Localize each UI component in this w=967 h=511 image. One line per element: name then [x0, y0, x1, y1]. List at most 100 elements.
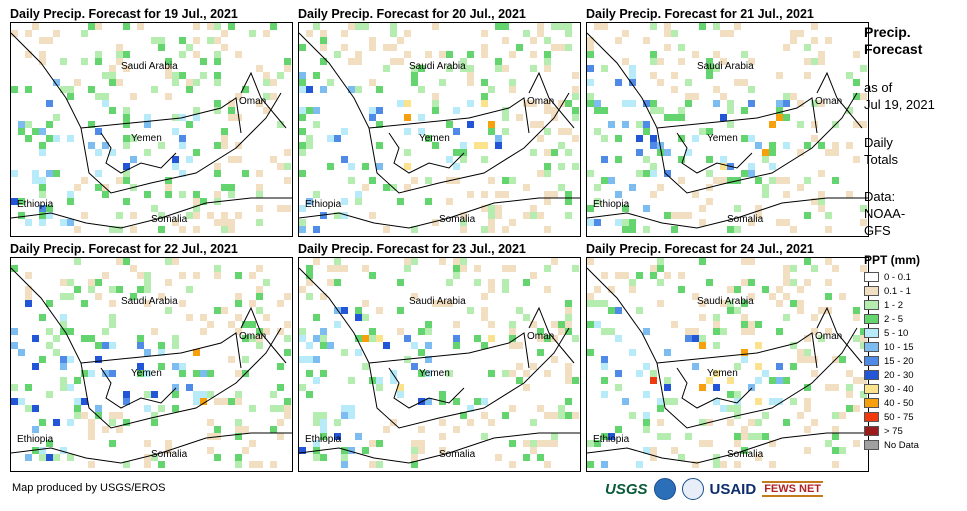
precip-cell	[853, 307, 860, 314]
precip-cell	[341, 349, 348, 356]
precip-cell	[657, 398, 664, 405]
precip-cell	[313, 72, 320, 79]
precip-cell	[376, 440, 383, 447]
precip-cell	[179, 272, 186, 279]
precip-cell	[123, 177, 130, 184]
precip-cell	[172, 363, 179, 370]
legend-item: 40 - 50	[864, 396, 920, 410]
precip-cell	[544, 412, 551, 419]
precip-cell	[249, 30, 256, 37]
precip-cell	[327, 163, 334, 170]
precip-cell	[685, 328, 692, 335]
precip-cell	[685, 212, 692, 219]
precip-cell	[530, 212, 537, 219]
precip-cell	[537, 30, 544, 37]
precip-cell	[214, 307, 221, 314]
precip-cell	[530, 121, 537, 128]
precip-cell	[165, 72, 172, 79]
map-canvas	[299, 258, 580, 468]
precip-cell	[629, 349, 636, 356]
precip-cell	[270, 79, 277, 86]
precip-cell	[748, 170, 755, 177]
precip-cell	[95, 93, 102, 100]
precip-cell	[158, 226, 165, 233]
precip-cell	[853, 93, 860, 100]
precip-cell	[629, 184, 636, 191]
precip-cell	[615, 191, 622, 198]
precip-cell	[481, 156, 488, 163]
precip-cell	[207, 212, 214, 219]
precip-cell	[81, 30, 88, 37]
precip-map: Saudi Arabia Oman Yemen Ethiopia Somalia	[298, 257, 581, 472]
precip-cell	[46, 135, 53, 142]
precip-cell	[102, 100, 109, 107]
precip-cell	[341, 265, 348, 272]
panel-title: Daily Precip. Forecast for 23 Jul., 2021	[298, 242, 526, 256]
precip-cell	[769, 149, 776, 156]
precip-cell	[109, 286, 116, 293]
precip-cell	[587, 100, 594, 107]
precip-cell	[741, 107, 748, 114]
precip-cell	[32, 405, 39, 412]
precip-cell	[158, 293, 165, 300]
precip-cell	[53, 79, 60, 86]
precip-cell	[601, 377, 608, 384]
precip-cell	[664, 349, 671, 356]
precip-cell	[523, 454, 530, 461]
precip-cell	[832, 384, 839, 391]
precip-cell	[720, 114, 727, 121]
precip-cell	[95, 149, 102, 156]
precip-cell	[144, 272, 151, 279]
precip-cell	[242, 170, 249, 177]
precip-cell	[797, 149, 804, 156]
precip-cell	[481, 100, 488, 107]
precip-cell	[818, 307, 825, 314]
precip-cell	[299, 86, 306, 93]
precip-cell	[502, 191, 509, 198]
precip-cell	[432, 300, 439, 307]
precip-cell	[404, 100, 411, 107]
precip-cell	[832, 412, 839, 419]
precip-cell	[74, 286, 81, 293]
precip-cell	[467, 79, 474, 86]
precip-cell	[348, 405, 355, 412]
precip-cell	[467, 72, 474, 79]
precip-cell	[123, 391, 130, 398]
precip-cell	[130, 135, 137, 142]
precip-cell	[650, 107, 657, 114]
precip-cell	[551, 44, 558, 51]
precip-cell	[523, 370, 530, 377]
precip-cell	[284, 349, 291, 356]
precip-cell	[446, 370, 453, 377]
precip-cell	[853, 377, 860, 384]
precip-cell	[60, 363, 67, 370]
precip-cell	[53, 135, 60, 142]
precip-cell	[109, 79, 116, 86]
precip-cell	[158, 461, 165, 468]
precip-cell	[811, 419, 818, 426]
precip-cell	[432, 142, 439, 149]
precip-cell	[165, 184, 172, 191]
precip-cell	[277, 72, 284, 79]
precip-cell	[242, 335, 249, 342]
precip-cell	[256, 219, 263, 226]
precip-cell	[629, 279, 636, 286]
precip-cell	[783, 100, 790, 107]
country-label-oman: Oman	[815, 96, 843, 107]
precip-cell	[109, 300, 116, 307]
precip-cell	[11, 398, 18, 405]
precip-cell	[762, 370, 769, 377]
precip-cell	[727, 286, 734, 293]
precip-cell	[116, 44, 123, 51]
map-canvas	[299, 23, 580, 233]
legend-label: 15 - 20	[884, 355, 914, 367]
precip-cell	[741, 433, 748, 440]
precip-cell	[306, 107, 313, 114]
precip-cell	[158, 44, 165, 51]
precip-cell	[594, 440, 601, 447]
precip-cell	[11, 265, 18, 272]
country-label-somalia: Somalia	[151, 214, 188, 225]
precip-cell	[509, 86, 516, 93]
precip-cell	[544, 58, 551, 65]
precip-cell	[706, 440, 713, 447]
